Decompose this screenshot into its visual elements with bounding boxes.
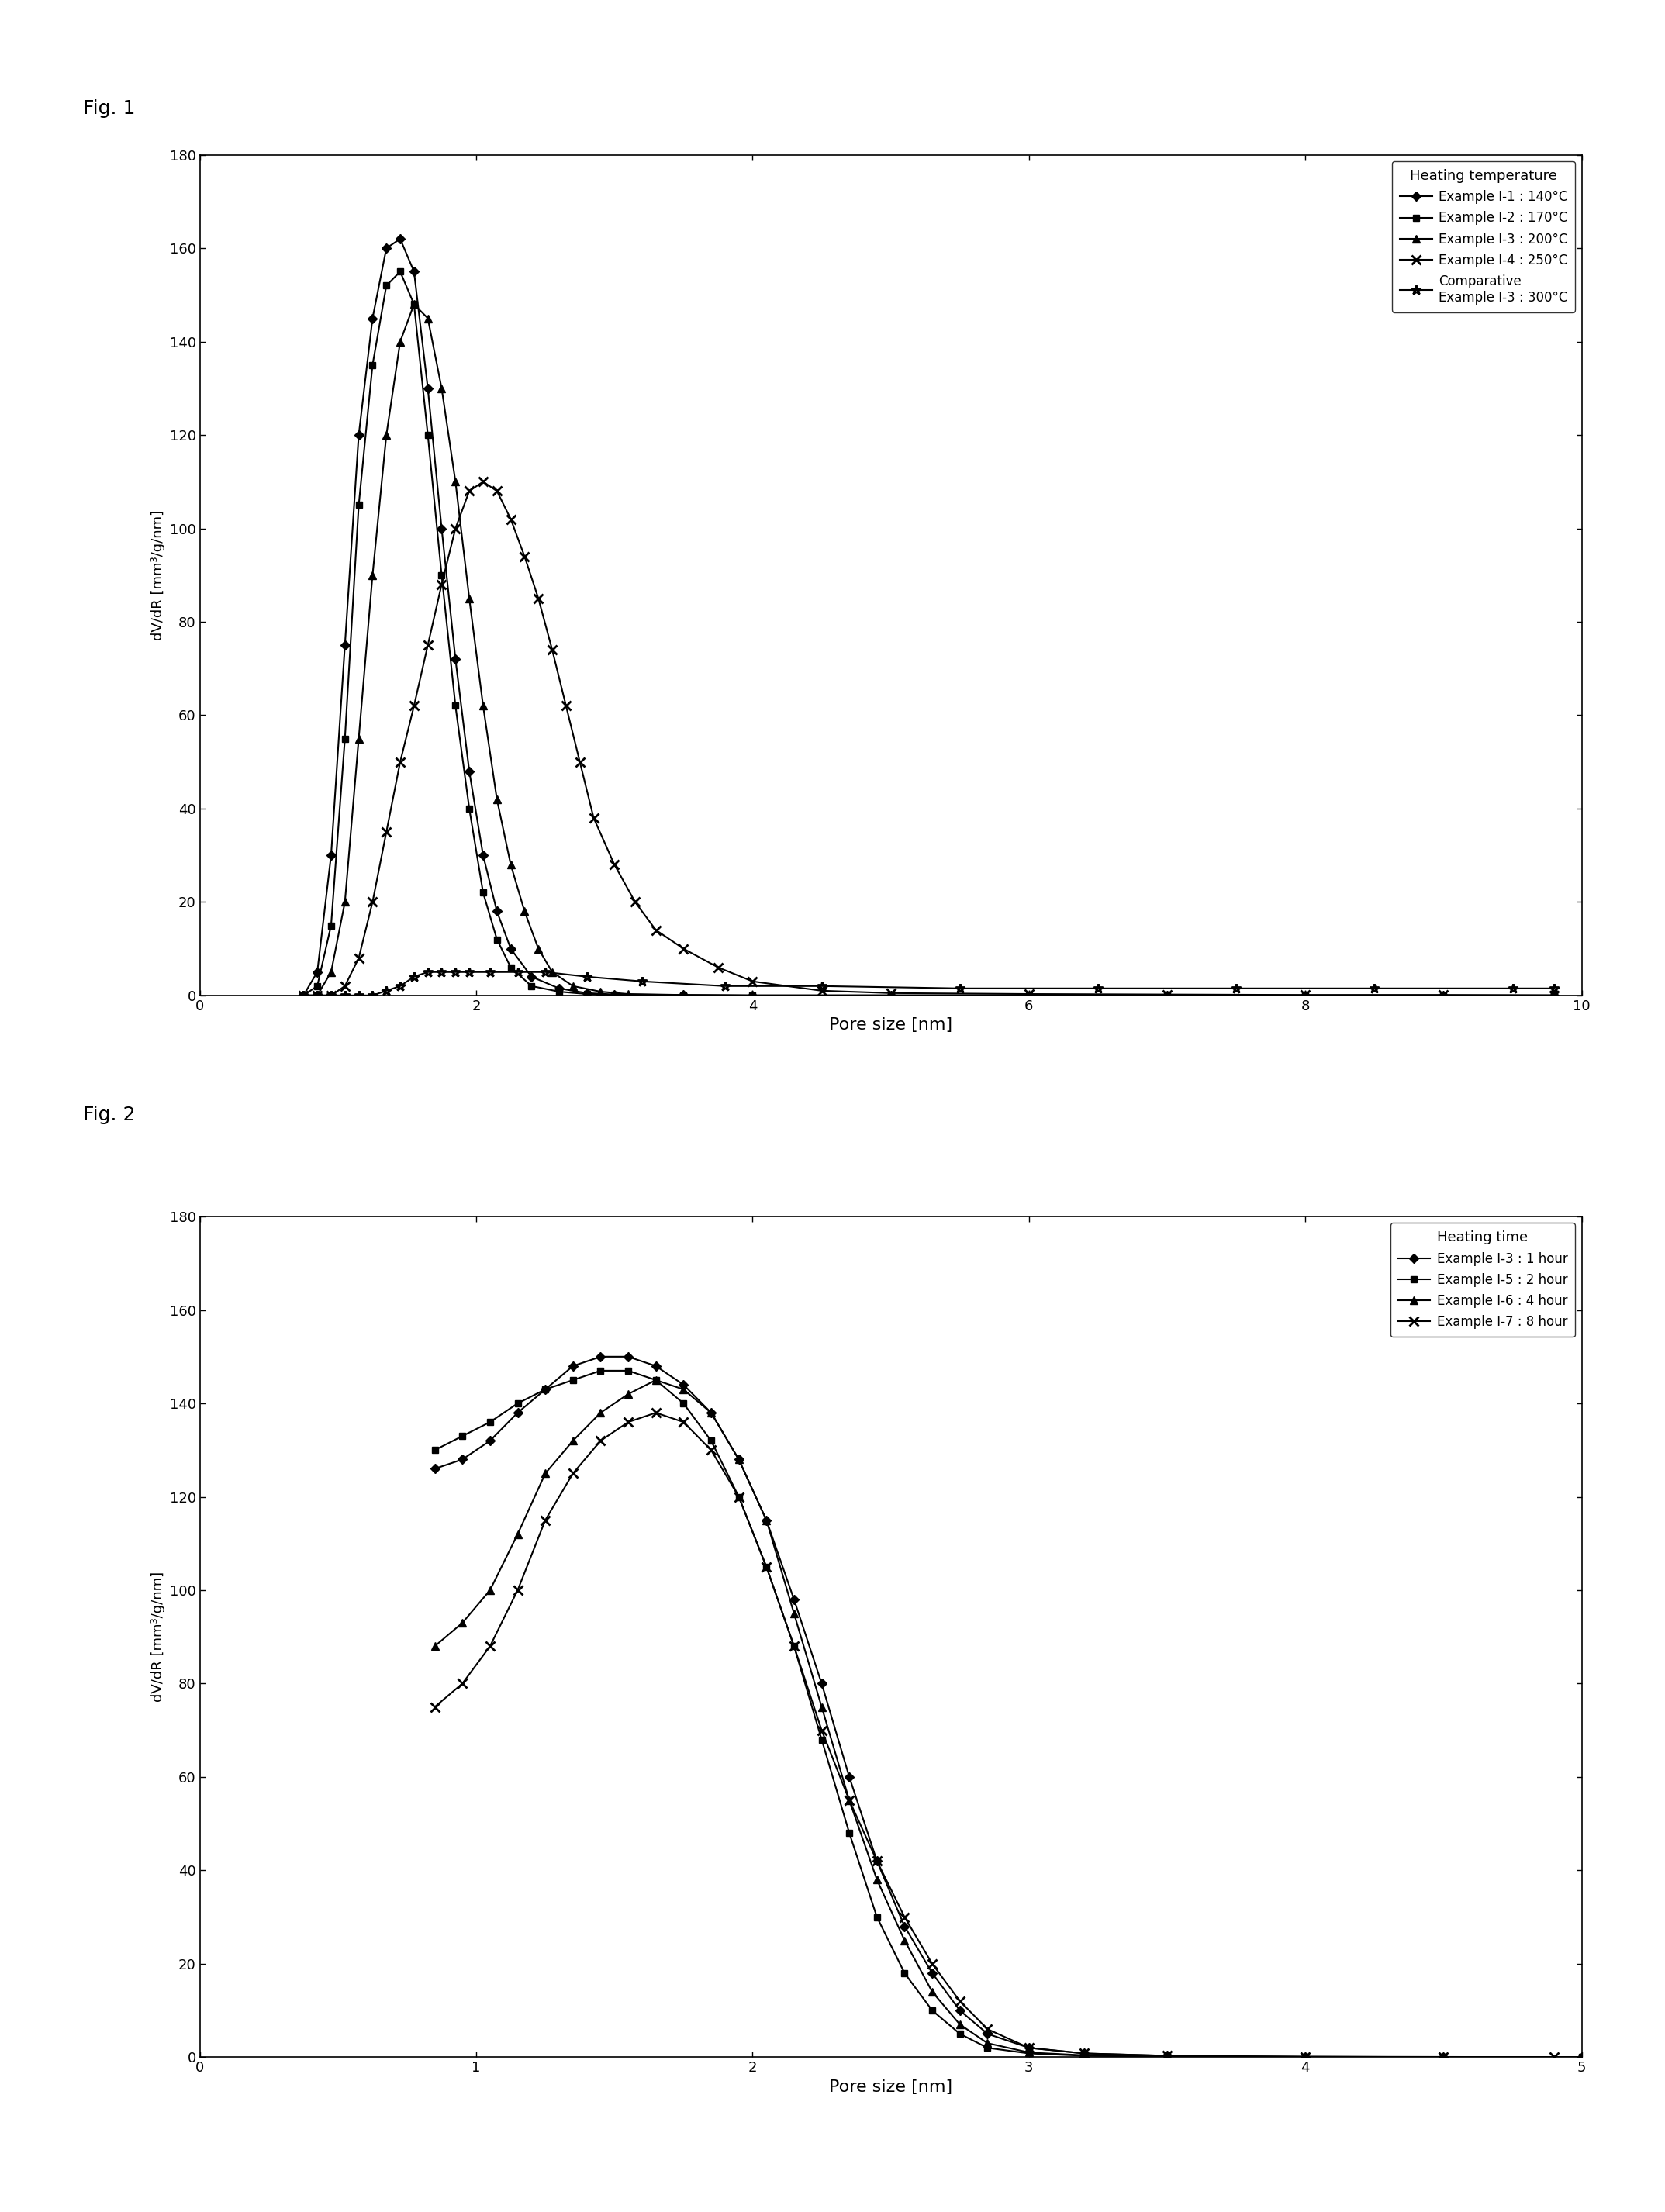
Legend: Example I-3 : 1 hour, Example I-5 : 2 hour, Example I-6 : 4 hour, Example I-7 : : Example I-3 : 1 hour, Example I-5 : 2 ho…: [1390, 1223, 1575, 1336]
Y-axis label: dV/dR [mm³/g/nm]: dV/dR [mm³/g/nm]: [152, 1573, 165, 1701]
Legend: Example I-1 : 140°C, Example I-2 : 170°C, Example I-3 : 200°C, Example I-4 : 250: Example I-1 : 140°C, Example I-2 : 170°C…: [1392, 161, 1575, 312]
X-axis label: Pore size [nm]: Pore size [nm]: [829, 1018, 952, 1033]
X-axis label: Pore size [nm]: Pore size [nm]: [829, 2079, 952, 2095]
Text: Fig. 1: Fig. 1: [83, 100, 135, 117]
Text: Fig. 2: Fig. 2: [83, 1106, 135, 1124]
Y-axis label: dV/dR [mm³/g/nm]: dV/dR [mm³/g/nm]: [152, 511, 165, 639]
